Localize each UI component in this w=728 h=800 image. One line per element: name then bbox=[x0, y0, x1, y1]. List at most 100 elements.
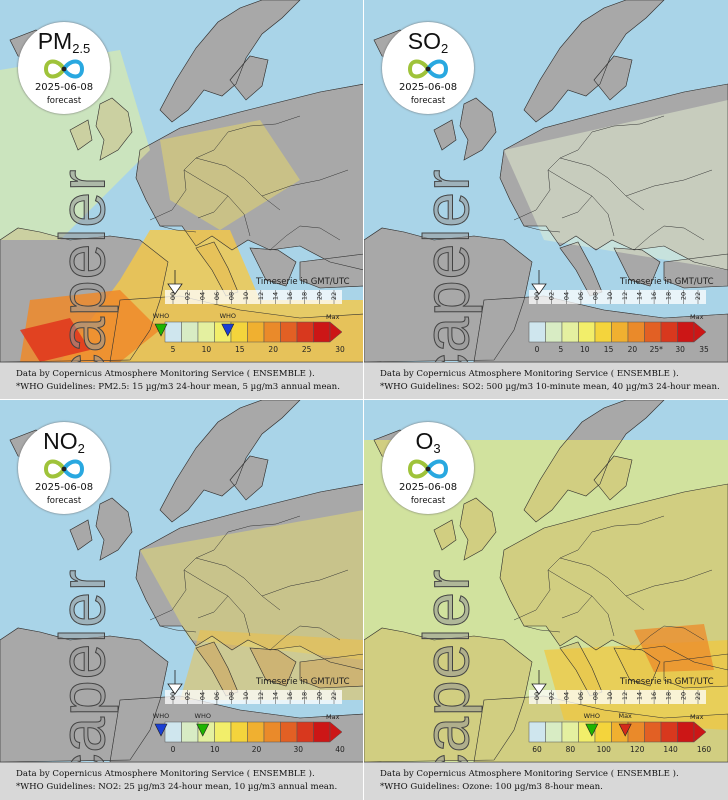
pollutant-subscript: 2 bbox=[441, 41, 449, 56]
country-border bbox=[625, 169, 713, 197]
timeserie-label: Timeserie in GMT/UTC bbox=[620, 277, 714, 287]
scale-tick-label: 160 bbox=[697, 745, 712, 754]
forecast-panel: Scapeler SO2 2025-06-08 forecast Timeserie i… bbox=[364, 0, 728, 400]
hour-label: 10 bbox=[606, 292, 614, 300]
scale-swatch bbox=[296, 321, 314, 343]
pollutant-symbol: O bbox=[415, 428, 434, 454]
country-border bbox=[513, 549, 579, 621]
scale-swatch bbox=[296, 721, 314, 743]
hour-label: 02 bbox=[548, 692, 556, 700]
hour-label: 00 bbox=[169, 292, 177, 300]
scale-swatch bbox=[545, 321, 563, 343]
pollutant-badge: SO2 2025-06-08 forecast bbox=[382, 22, 474, 114]
concentration-overlay bbox=[20, 318, 90, 362]
scale-swatch bbox=[578, 321, 596, 343]
scale-swatch bbox=[263, 321, 281, 343]
scale-swatch bbox=[181, 321, 199, 343]
who-marker-label: WHO bbox=[220, 312, 236, 320]
hour-label: 00 bbox=[533, 692, 541, 700]
who-guidelines-text: *WHO Guidelines: Ozone: 100 µg/m3 8-hour… bbox=[380, 782, 603, 792]
coastline bbox=[364, 227, 533, 362]
scale-tick-label: 10 bbox=[580, 345, 590, 354]
scale-tick-label: 25* bbox=[650, 345, 664, 354]
hour-label: 16 bbox=[286, 692, 294, 700]
scale-tick-label: 30 bbox=[675, 345, 685, 354]
attribution-text: Data by Copernicus Atmosphere Monitoring… bbox=[16, 769, 315, 779]
hour-label: 08 bbox=[228, 292, 236, 300]
scale-swatch bbox=[164, 721, 182, 743]
who-threshold-arrow-icon bbox=[221, 323, 235, 337]
scale-swatch bbox=[594, 321, 612, 343]
current-time-arrow-icon bbox=[531, 283, 547, 295]
infinity-logo-icon bbox=[43, 459, 85, 479]
coastline bbox=[459, 497, 497, 561]
hour-label: 10 bbox=[606, 692, 614, 700]
scale-swatch bbox=[197, 321, 215, 343]
hour-label: 08 bbox=[228, 692, 236, 700]
who-guidelines-text: *WHO Guidelines: SO2: 500 µg/m3 10-minut… bbox=[380, 382, 720, 392]
country-border bbox=[513, 149, 579, 221]
coastline bbox=[159, 0, 301, 123]
country-border bbox=[559, 157, 645, 211]
pollutant-symbol: SO bbox=[407, 28, 441, 54]
coastline bbox=[459, 97, 497, 161]
scale-tick-label: 40 bbox=[335, 745, 345, 754]
country-border bbox=[523, 225, 561, 233]
country-border bbox=[561, 195, 593, 219]
attribution-footer: Data by Copernicus Atmosphere Monitoring… bbox=[364, 762, 728, 800]
timeserie-label: Timeserie in GMT/UTC bbox=[620, 677, 714, 687]
hour-label: 20 bbox=[315, 692, 323, 700]
scale-tick-label: 120 bbox=[630, 745, 645, 754]
hour-ruler bbox=[165, 690, 342, 704]
coastline bbox=[663, 253, 728, 289]
hour-label: 02 bbox=[184, 692, 192, 700]
who-marker-label: WHO bbox=[195, 712, 211, 720]
hour-label: 12 bbox=[621, 292, 629, 300]
coastline bbox=[364, 627, 533, 762]
pollutant-name: O3 bbox=[382, 428, 474, 456]
coastline bbox=[299, 653, 363, 689]
concentration-overlay bbox=[160, 120, 300, 230]
hour-label: 18 bbox=[665, 292, 673, 300]
scale-swatch bbox=[660, 321, 678, 343]
scale-tick-label: 0 bbox=[535, 345, 540, 354]
scale-swatch bbox=[677, 721, 695, 743]
legend-scale: 00 02 04 06 08 10 12 14 16 18 20 22 Max 0 10 20 30 40 WHO W… bbox=[153, 670, 345, 754]
hour-label: 04 bbox=[562, 292, 570, 300]
hour-label: 18 bbox=[301, 292, 309, 300]
coastline bbox=[499, 83, 728, 271]
forecast-date: 2025-06-08 bbox=[398, 82, 458, 93]
current-time-arrow-icon bbox=[531, 683, 547, 695]
max-label: Max bbox=[690, 313, 704, 321]
coastline bbox=[135, 483, 363, 671]
scale-tick-label: 0 bbox=[171, 745, 176, 754]
concentration-overlay bbox=[634, 624, 714, 672]
timeserie-label: Timeserie in GMT/UTC bbox=[256, 677, 350, 687]
country-border bbox=[159, 225, 197, 233]
coastline bbox=[0, 627, 169, 762]
hour-label: 04 bbox=[562, 692, 570, 700]
who-threshold-arrow-icon bbox=[154, 323, 168, 337]
hour-label: 18 bbox=[665, 692, 673, 700]
pollutant-subscript: 2 bbox=[77, 441, 85, 456]
who-marker-label: Max bbox=[618, 712, 632, 720]
country-border bbox=[269, 625, 341, 651]
concentration-overlay bbox=[504, 100, 728, 270]
who-guidelines-text: *WHO Guidelines: PM2.5: 15 µg/m3 24-hour… bbox=[16, 382, 340, 392]
scale-swatch bbox=[677, 321, 695, 343]
country-border bbox=[261, 169, 349, 197]
scale-tick-label: 30 bbox=[335, 345, 345, 354]
coastline bbox=[135, 83, 363, 271]
scale-tick-label: 140 bbox=[663, 745, 678, 754]
scale-swatch bbox=[528, 321, 546, 343]
coastline bbox=[229, 55, 269, 101]
country-border bbox=[195, 557, 281, 611]
who-threshold-arrow-icon bbox=[618, 723, 632, 737]
coastline bbox=[433, 519, 457, 551]
concentration-overlay bbox=[140, 510, 363, 660]
pollutant-badge: O3 2025-06-08 forecast bbox=[382, 422, 474, 514]
who-guidelines-text: *WHO Guidelines: NO2: 25 µg/m3 24-hour m… bbox=[16, 782, 338, 792]
hour-label: 00 bbox=[169, 692, 177, 700]
scale-tick-label: 60 bbox=[532, 745, 542, 754]
scale-swatch bbox=[561, 321, 579, 343]
